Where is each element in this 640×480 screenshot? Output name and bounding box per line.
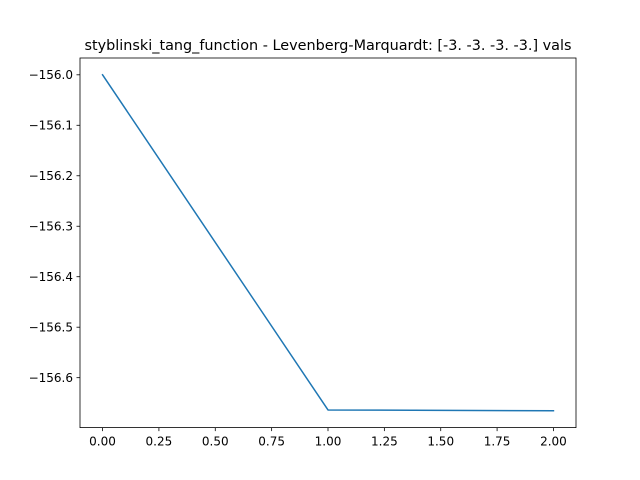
x-tick-label: 0.50 — [202, 435, 229, 449]
x-tick-label: 1.00 — [315, 435, 342, 449]
x-tick-label: 0.25 — [146, 435, 173, 449]
y-tick-label: −156.0 — [29, 68, 73, 82]
y-tick-label: −156.4 — [29, 270, 73, 284]
y-tick-label: −156.5 — [29, 320, 73, 334]
chart-title: styblinski_tang_function - Levenberg-Mar… — [85, 38, 572, 54]
y-tick-label: −156.1 — [29, 119, 73, 133]
x-axis: 0.00 0.25 0.50 0.75 1.00 1.25 1.50 1.75 2.00 — [89, 427, 567, 449]
x-tick-label: 1.50 — [427, 435, 454, 449]
x-tick-label: 0.00 — [89, 435, 116, 449]
y-tick-label: −156.3 — [29, 220, 73, 234]
series-line — [101, 73, 555, 412]
y-tick-label: −156.6 — [29, 371, 73, 385]
series-layer — [101, 73, 555, 412]
y-axis: −156.0 −156.1 −156.2 −156.3 −156.4 −156.5 −156… — [29, 68, 80, 385]
x-tick-label: 1.75 — [484, 435, 511, 449]
x-tick-label: 2.00 — [540, 435, 567, 449]
x-tick-label: 0.75 — [258, 435, 285, 449]
y-tick-label: −156.2 — [29, 169, 73, 183]
x-tick-label: 1.25 — [371, 435, 398, 449]
